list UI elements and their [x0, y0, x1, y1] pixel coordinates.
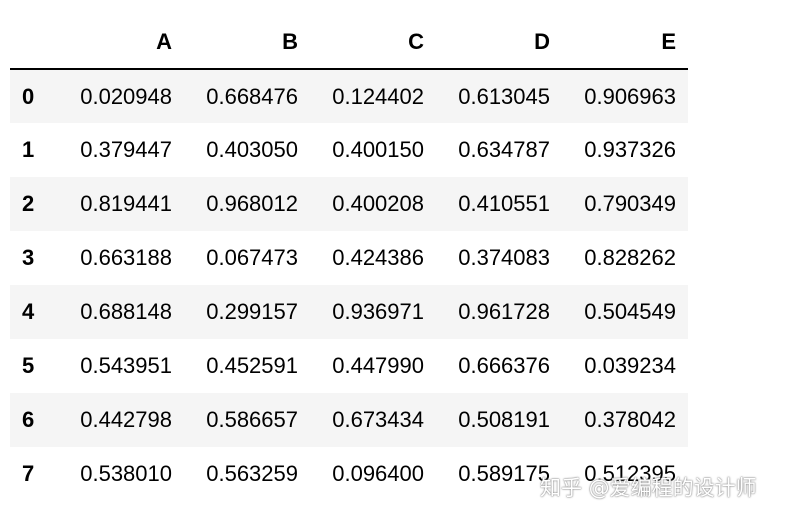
table-row: 7 0.538010 0.563259 0.096400 0.589175 0.51239… — [10, 447, 688, 501]
row-index: 6 — [22, 407, 35, 432]
cell: 0.634787 — [458, 137, 550, 162]
cell: 0.563259 — [206, 461, 298, 486]
column-header: D — [436, 15, 562, 70]
cell: 0.666376 — [458, 353, 550, 378]
cell: 0.067473 — [206, 245, 298, 270]
cell: 0.828262 — [584, 245, 676, 270]
row-index: 1 — [22, 137, 35, 162]
cell: 0.378042 — [584, 407, 676, 432]
table-row: 1 0.379447 0.403050 0.400150 0.634787 0.93732… — [10, 123, 688, 177]
cell: 0.961728 — [458, 299, 550, 324]
cell: 0.538010 — [80, 461, 172, 486]
table-body: 0 0.020948 0.668476 0.124402 0.613045 0.90696… — [10, 69, 688, 501]
column-header: C — [310, 15, 436, 70]
table-row: 3 0.663188 0.067473 0.424386 0.374083 0.82826… — [10, 231, 688, 285]
cell: 0.020948 — [80, 83, 172, 109]
cell: 0.442798 — [80, 407, 172, 432]
cell: 0.424386 — [332, 245, 424, 270]
cell: 0.673434 — [332, 407, 424, 432]
cell: 0.452591 — [206, 353, 298, 378]
table-row: 6 0.442798 0.586657 0.673434 0.508191 0.37804… — [10, 393, 688, 447]
cell: 0.668476 — [206, 83, 298, 109]
cell: 0.124402 — [332, 83, 424, 109]
cell: 0.374083 — [458, 245, 550, 270]
cell: 0.543951 — [80, 353, 172, 378]
row-index: 0 — [22, 83, 35, 109]
cell: 0.589175 — [458, 461, 550, 486]
cell: 0.613045 — [458, 83, 550, 109]
table-row: 5 0.543951 0.452591 0.447990 0.666376 0.03923… — [10, 339, 688, 393]
column-header: E — [562, 15, 688, 70]
cell: 0.447990 — [332, 353, 424, 378]
cell: 0.790349 — [584, 191, 676, 216]
cell: 0.410551 — [458, 191, 550, 216]
cell: 0.586657 — [206, 407, 298, 432]
cell: 0.906963 — [584, 83, 676, 109]
cell: 0.512395 — [584, 461, 676, 486]
index-header — [10, 15, 58, 70]
cell: 0.688148 — [80, 299, 172, 324]
cell: 0.504549 — [584, 299, 676, 324]
row-index: 7 — [22, 461, 35, 486]
row-index: 4 — [22, 299, 35, 324]
cell: 0.379447 — [80, 137, 172, 162]
cell: 0.968012 — [206, 191, 298, 216]
column-header: B — [184, 15, 310, 70]
table-row: 4 0.688148 0.299157 0.936971 0.961728 0.50454… — [10, 285, 688, 339]
cell: 0.400208 — [332, 191, 424, 216]
table-row: 2 0.819441 0.968012 0.400208 0.410551 0.79034… — [10, 177, 688, 231]
cell: 0.508191 — [458, 407, 550, 432]
row-index: 3 — [22, 245, 35, 270]
row-index: 2 — [22, 191, 35, 216]
row-index: 5 — [22, 353, 35, 378]
cell: 0.039234 — [584, 353, 676, 378]
cell: 0.403050 — [206, 137, 298, 162]
table-row: 0 0.020948 0.668476 0.124402 0.613045 0.90696… — [10, 69, 688, 123]
watermark: 知乎 @爱编程的设计师 — [540, 476, 757, 500]
cell: 0.096400 — [332, 461, 424, 486]
cell: 0.819441 — [80, 191, 172, 216]
cell: 0.936971 — [332, 299, 424, 324]
cell: 0.400150 — [332, 137, 424, 162]
cell: 0.663188 — [80, 245, 172, 270]
column-header: A — [58, 15, 184, 70]
cell: 0.299157 — [206, 299, 298, 324]
cell: 0.937326 — [584, 137, 676, 162]
